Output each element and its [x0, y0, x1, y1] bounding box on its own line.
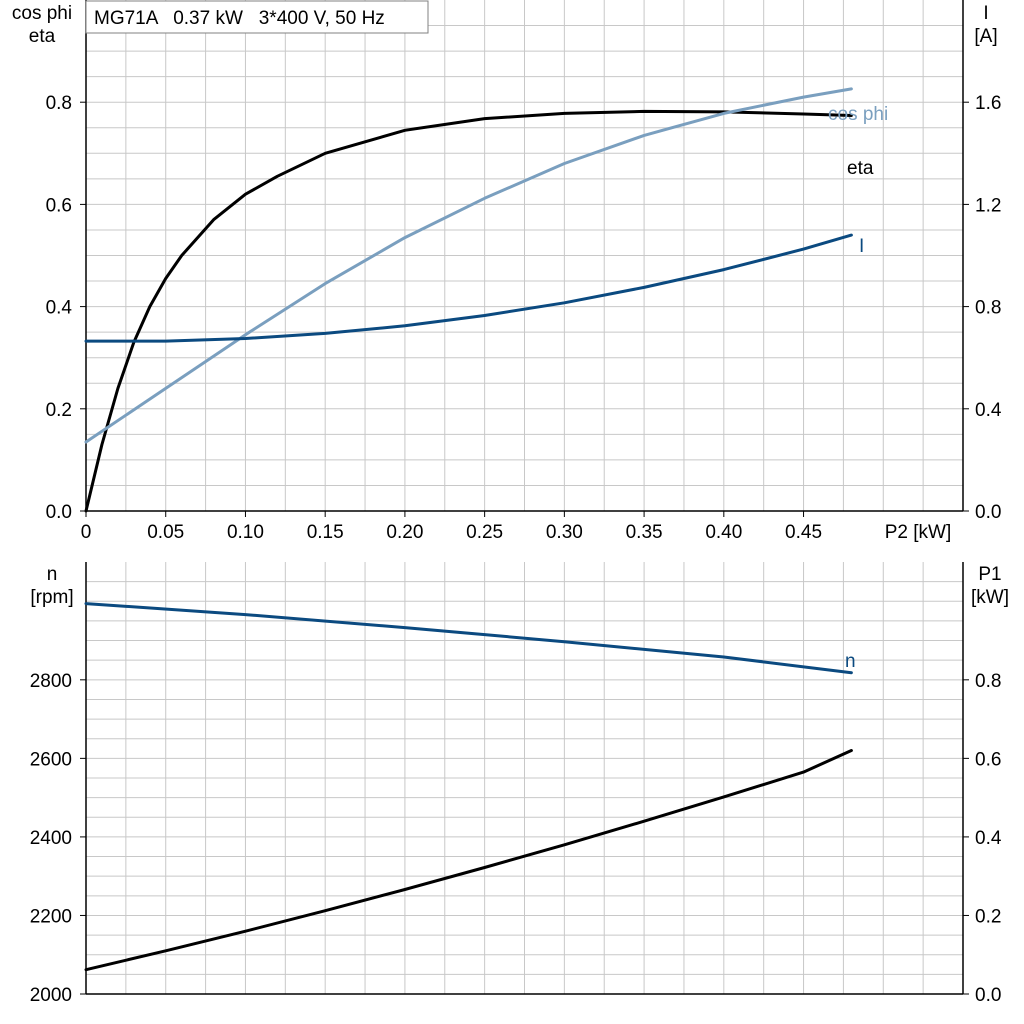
top-x-tick-label: 0.45 [785, 522, 822, 543]
bottom-series-p1-line [84, 749, 853, 972]
bottom-left-axis-label-line1: n [47, 564, 58, 585]
top-series-eta-line [84, 109, 853, 513]
bottom-left-tick-label: 2600 [30, 749, 72, 770]
bottom-left-tick-label: 2200 [30, 906, 72, 927]
top-left-tick-label: 0.2 [46, 400, 72, 421]
title-box [85, 0, 429, 34]
bottom-right-tick-label: 0.8 [975, 671, 1001, 692]
top-x-tick-label: 0.20 [386, 522, 423, 543]
top-right-tick-label: 0.0 [975, 502, 1001, 523]
bottom-left-tick-label: 2400 [30, 828, 72, 849]
bottom-left-tick-label: 2000 [30, 985, 72, 1006]
top-right-tick-label: 0.4 [975, 400, 1002, 421]
bottom-right-tick-label: 0.6 [975, 749, 1001, 770]
axes-layer: 0.0 0.2 0.4 0.6 0.8 0.0 0.4 0.8 1.2 1.6 0 0.05 0.10 0… [30, 0, 1002, 1006]
top-x-tick-label: 0.10 [227, 522, 264, 543]
series-label-n: n [845, 651, 856, 672]
bottom-right-tick-label: 0.0 [975, 985, 1001, 1006]
bottom-left-axis-label-line2: [rpm] [30, 587, 73, 608]
top-left-axis-label-line1: cos phi [12, 3, 72, 24]
x-axis-label: P2 [kW] [885, 522, 952, 543]
bottom-right-axis-label-line1: P1 [978, 564, 1001, 585]
bottom-right-axis-label-line2: [kW] [971, 587, 1009, 608]
top-x-tick-label: 0 [81, 522, 92, 543]
top-right-axis-label-line1: I [983, 3, 988, 24]
bottom-right-tick-label: 0.2 [975, 906, 1001, 927]
top-left-tick-label: 0.8 [46, 93, 72, 114]
top-x-tick-label: 0.25 [466, 522, 503, 543]
top-x-tick-label: 0.30 [546, 522, 583, 543]
bottom-right-tick-label: 0.4 [975, 828, 1002, 849]
top-left-tick-label: 0.4 [46, 298, 73, 319]
series-label-eta: eta [847, 158, 874, 179]
top-x-tick-label: 0.40 [705, 522, 742, 543]
top-left-tick-label: 0.6 [46, 195, 72, 216]
top-series-i-line [84, 233, 853, 343]
bottom-left-tick-label: 2800 [30, 671, 72, 692]
top-right-tick-label: 1.2 [975, 195, 1001, 216]
top-x-tick-label: 0.35 [626, 522, 663, 543]
series-layer [84, 87, 853, 972]
top-right-tick-label: 0.8 [975, 298, 1001, 319]
top-series-cos-phi-line [84, 87, 853, 444]
top-right-axis-label-line2: [A] [974, 26, 997, 47]
top-left-tick-label: 0.0 [46, 502, 72, 523]
bottom-series-n-line [84, 602, 853, 675]
top-x-tick-label: 0.15 [307, 522, 344, 543]
chart-title: MG71A 0.37 kW 3*400 V, 50 Hz [94, 8, 385, 29]
grid-layer [86, 0, 963, 994]
series-label-cos-phi: cos phi [828, 104, 888, 125]
series-label-i: I [859, 236, 864, 257]
top-left-axis-label-line2: eta [29, 26, 56, 47]
top-x-tick-label: 0.05 [147, 522, 184, 543]
labels-layer: MG71A 0.37 kW 3*400 V, 50 Hz cos phi eta… [12, 0, 1009, 672]
top-right-tick-label: 1.6 [975, 93, 1001, 114]
